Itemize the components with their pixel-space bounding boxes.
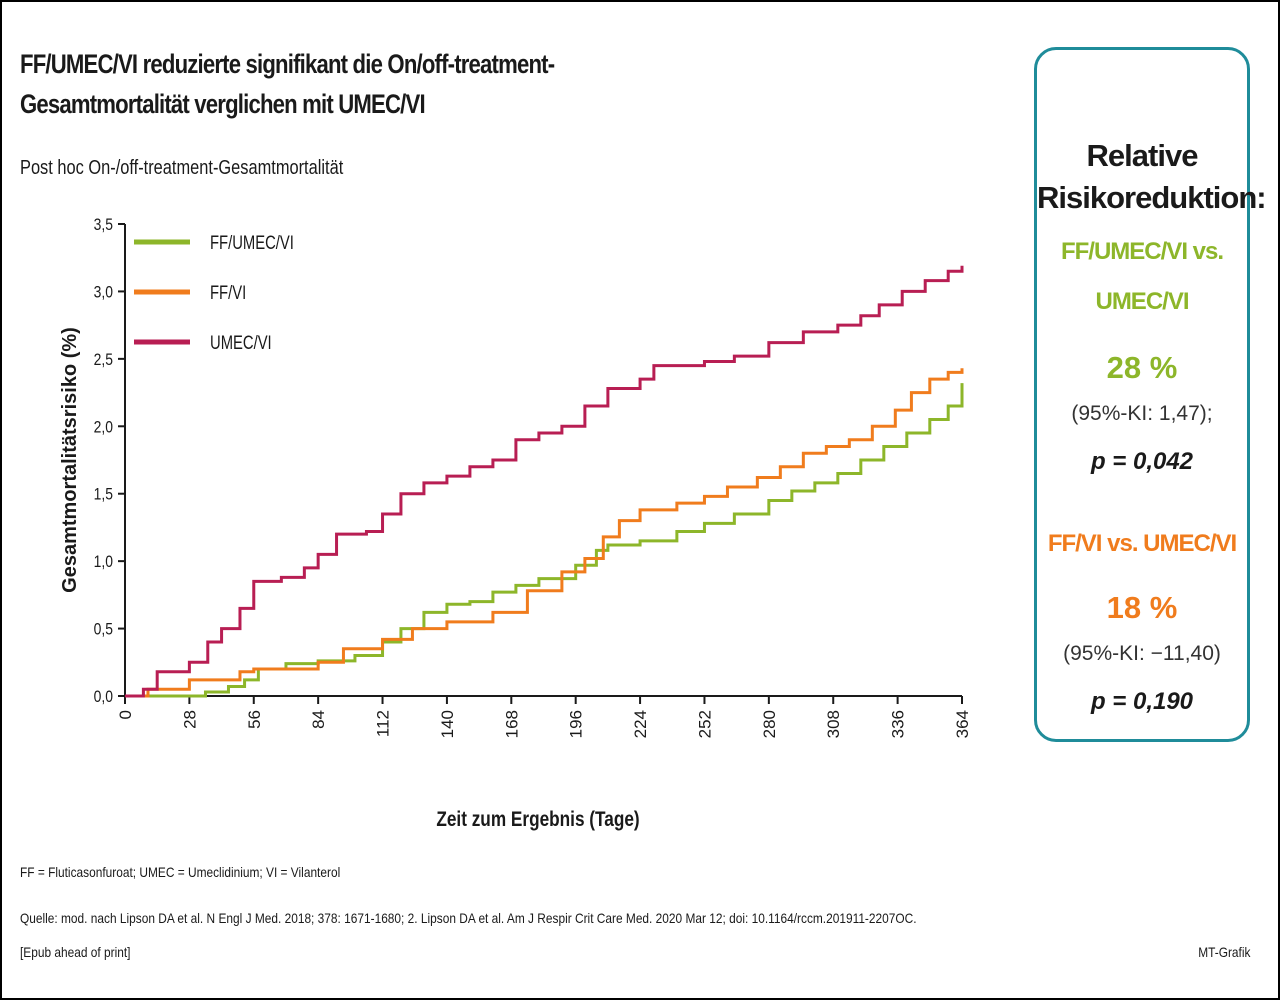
comparison1-p-value: p = 0,042	[1090, 448, 1194, 475]
x-tick-label: 364	[953, 710, 972, 738]
comparison1-label-line-1: FF/UMEC/VI vs.	[1060, 238, 1224, 265]
y-tick-label: 0,0	[94, 688, 114, 707]
series-line-ff-umec-vi	[125, 383, 964, 698]
y-tick-label: 2,0	[94, 418, 114, 437]
footer-source-line-1: Quelle: mod. nach Lipson DA et al. N Eng…	[20, 910, 917, 926]
footer-abbreviations: FF = Fluticasonfuroat; UMEC = Umeclidini…	[20, 864, 341, 880]
legend-label: FF/UMEC/VI	[210, 232, 294, 253]
comparison1-percent: 28 %	[1106, 350, 1178, 385]
comparison2-p-value: p = 0,190	[1090, 688, 1194, 715]
comparison2-ci: (95%-KI: −11,40)	[1063, 642, 1221, 665]
series-line-ff-vi	[125, 368, 964, 698]
x-tick-label: 84	[309, 710, 328, 729]
x-tick-label: 252	[695, 710, 714, 738]
x-tick-label: 224	[631, 710, 650, 738]
x-tick-label: 168	[502, 710, 521, 738]
mortality-chart: 0,0 0,5 1,0 1,5 2,0 2,5 3,0 3,5 0 28 56 84 112 140 168…	[59, 216, 972, 832]
x-tick-label: 280	[760, 710, 779, 738]
comparison2-label: FF/VI vs. UMEC/VI	[1047, 530, 1237, 557]
panel-heading-line-2: Risikoreduktion:	[1037, 180, 1267, 215]
x-tick-label: 308	[824, 710, 843, 738]
x-axis-label: Zeit zum Ergebnis (Tage)	[436, 809, 639, 832]
title-line-2: Gesamtmortalität verglichen mit UMEC/VI	[20, 89, 426, 119]
x-tick-label: 196	[567, 710, 586, 738]
y-tick-label: 1,5	[94, 485, 113, 504]
x-tick-label: 0	[116, 710, 135, 719]
x-tick-label: 56	[245, 710, 264, 729]
x-tick-label: 336	[889, 710, 908, 738]
footer-source-line-2: [Epub ahead of print]	[20, 944, 131, 960]
risk-reduction-panel: Relative Risikoreduktion: FF/UMEC/VI vs.…	[1034, 47, 1267, 742]
x-tick-label: 140	[438, 710, 457, 738]
legend-label: FF/VI	[210, 282, 246, 303]
legend-label: UMEC/VI	[210, 332, 272, 353]
y-tick-label: 3,5	[94, 216, 113, 235]
y-axis-label: Gesamtmortalitätsrisiko (%)	[59, 327, 81, 593]
x-tick-label: 112	[374, 710, 393, 737]
x-tick-label: 28	[180, 710, 199, 729]
comparison2-percent: 18 %	[1106, 590, 1178, 625]
y-tick-label: 1,0	[94, 553, 114, 572]
y-tick-label: 0,5	[94, 620, 113, 639]
y-tick-label: 3,0	[94, 283, 114, 302]
comparison1-ci: (95%-KI: 1,47);	[1071, 402, 1213, 425]
chart-subtitle: Post hoc On-/off-treatment-Gesamtmortali…	[20, 157, 344, 179]
title-line-1: FF/UMEC/VI reduzierte signifikant die On…	[20, 49, 555, 79]
chart-title: FF/UMEC/VI reduzierte signifikant die On…	[20, 44, 824, 124]
footer-credit: MT-Grafik	[1197, 944, 1250, 960]
panel-heading-line-1: Relative	[1086, 138, 1199, 173]
series-line-umec-vi	[125, 265, 964, 698]
comparison1-label-line-2: UMEC/VI	[1095, 288, 1189, 315]
y-tick-label: 2,5	[94, 351, 113, 370]
